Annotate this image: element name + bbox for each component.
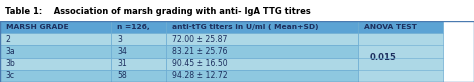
Bar xyxy=(0,58,111,70)
Bar xyxy=(0,70,111,82)
Bar xyxy=(111,70,166,82)
Text: 2: 2 xyxy=(6,35,10,44)
Text: 3a: 3a xyxy=(6,47,16,56)
Text: 83.21 ± 25.76: 83.21 ± 25.76 xyxy=(172,47,227,56)
Text: 58: 58 xyxy=(117,71,127,80)
Text: MARSH GRADE: MARSH GRADE xyxy=(6,24,68,30)
Bar xyxy=(358,21,443,33)
Bar xyxy=(0,21,111,33)
Text: ANOVA TEST: ANOVA TEST xyxy=(364,24,417,30)
Bar xyxy=(111,45,166,58)
Text: 72.00 ± 25.87: 72.00 ± 25.87 xyxy=(172,35,227,44)
Bar xyxy=(111,58,166,70)
Bar xyxy=(0,45,111,58)
Bar xyxy=(111,33,166,45)
Bar xyxy=(0,33,111,45)
Bar xyxy=(111,21,166,33)
Text: 31: 31 xyxy=(117,59,127,68)
Text: 94.28 ± 12.72: 94.28 ± 12.72 xyxy=(172,71,227,80)
Bar xyxy=(166,58,358,70)
Text: Table 1:    Association of marsh grading with anti- IgA TTG titres: Table 1: Association of marsh grading wi… xyxy=(5,7,310,16)
Text: 3c: 3c xyxy=(6,71,15,80)
Bar xyxy=(166,33,358,45)
Text: 34: 34 xyxy=(117,47,127,56)
Text: 0.015: 0.015 xyxy=(370,53,397,62)
Bar xyxy=(166,45,358,58)
Bar xyxy=(166,21,358,33)
Text: anti-tTG titers in U/ml ( Mean+SD): anti-tTG titers in U/ml ( Mean+SD) xyxy=(172,24,318,30)
Text: 3b: 3b xyxy=(6,59,16,68)
Bar xyxy=(166,70,358,82)
Text: n =126,: n =126, xyxy=(117,24,150,30)
Bar xyxy=(358,33,443,82)
Text: 90.45 ± 16.50: 90.45 ± 16.50 xyxy=(172,59,227,68)
Text: 3: 3 xyxy=(117,35,122,44)
